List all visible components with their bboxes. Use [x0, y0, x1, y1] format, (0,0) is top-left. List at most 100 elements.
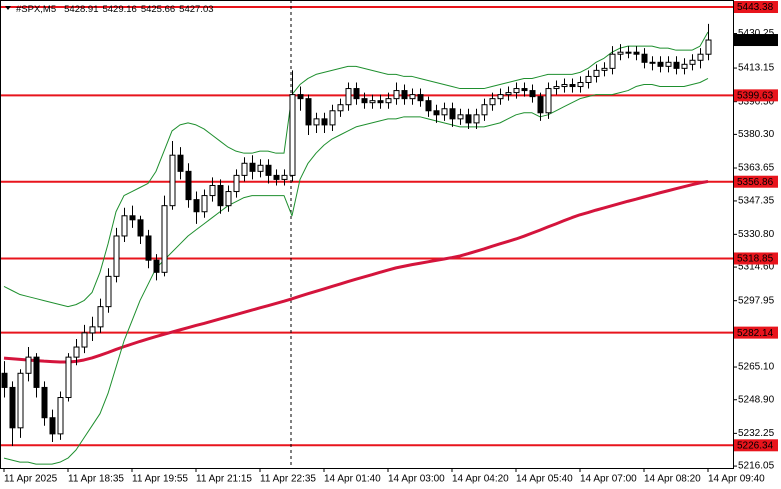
band-upper	[3, 31, 709, 308]
candle-body	[625, 51, 632, 54]
y-tick-label: 5232.25	[738, 428, 775, 439]
candle-body	[41, 386, 48, 419]
header-icon	[5, 6, 11, 10]
candle-body	[153, 259, 160, 273]
y-tick-label: 5363.65	[738, 163, 775, 174]
candle-body	[241, 162, 248, 176]
candle-body	[617, 51, 624, 55]
candle-body	[33, 356, 40, 388]
candle-body	[465, 114, 472, 124]
candle-body	[417, 94, 424, 102]
candle-body	[497, 94, 504, 100]
candle-body	[433, 110, 440, 116]
candle-body	[81, 332, 88, 348]
candle-body	[57, 397, 64, 435]
candle-body	[225, 191, 232, 207]
candle-body	[561, 84, 568, 88]
candle-body	[193, 199, 200, 213]
y-tick-label: 5380.30	[738, 129, 775, 140]
candle-body	[697, 53, 704, 61]
last-price-tag	[734, 34, 778, 47]
candle-body	[705, 39, 712, 55]
header-text: #SPX,M5 5428.91 5429.16 5425.66 5427.03	[16, 4, 214, 15]
moving-average	[3, 179, 709, 364]
candle-body	[633, 51, 640, 55]
candle-body	[641, 53, 648, 63]
candle-body	[265, 164, 272, 176]
last-bar-value: 5427.03	[179, 4, 213, 15]
x-tick-label: 14 Apr 09:40	[708, 474, 765, 485]
level-tag	[734, 252, 778, 265]
candle-body	[329, 110, 336, 126]
last-bar-value: 5425.66	[141, 4, 175, 15]
candle-body	[305, 98, 312, 126]
candle-body	[609, 53, 616, 69]
candle-body	[201, 195, 208, 213]
candle-body	[9, 386, 16, 429]
candle-body	[585, 75, 592, 83]
candle-body	[401, 90, 408, 100]
candle-body	[137, 219, 144, 237]
y-tick-label: 5430.25	[738, 28, 775, 39]
candle-body	[393, 90, 400, 100]
x-tick-label: 14 Apr 08:20	[644, 474, 701, 485]
candle-body	[89, 326, 96, 334]
candle-body	[233, 174, 240, 193]
candle-body	[105, 275, 112, 308]
candle-body	[97, 306, 104, 328]
candle-body	[321, 118, 328, 126]
candle-body	[49, 417, 56, 435]
last-price-label: 5427.03	[737, 35, 774, 46]
candle-body	[537, 96, 544, 114]
price-tags: 5443.38 5399.63 5356.86 5318.85 5282.14 5226.…	[734, 1, 778, 451]
indicators	[3, 31, 709, 465]
candle-body	[481, 104, 488, 116]
candle-body	[425, 100, 432, 112]
candle-body	[545, 88, 552, 114]
y-tick-label: 5314.60	[738, 262, 775, 273]
y-tick-label: 5347.35	[738, 196, 775, 207]
candle-body	[73, 346, 80, 358]
level-label: 5399.63	[737, 90, 774, 101]
candle-body	[129, 215, 136, 221]
candle-body	[473, 114, 480, 124]
x-tick-label: 11 Apr 18:35	[68, 474, 124, 485]
candle-body	[113, 235, 120, 277]
candles	[1, 23, 712, 446]
candle-body	[257, 164, 264, 172]
level-label: 5443.38	[737, 2, 774, 13]
y-tick-label: 5216.05	[738, 461, 775, 472]
candle-body	[337, 104, 344, 112]
candle-body	[249, 162, 256, 172]
candle-body	[649, 61, 656, 64]
candle-body	[145, 235, 152, 261]
candle-body	[65, 356, 72, 399]
level-label: 5282.14	[737, 328, 774, 339]
candle-body	[593, 69, 600, 77]
x-tick-label: 14 Apr 01:40	[324, 474, 381, 485]
x-tick-label: 11 Apr 2025	[4, 474, 58, 485]
candle-body	[169, 154, 176, 207]
candle-body	[25, 356, 32, 374]
x-tick-label: 11 Apr 21:15	[196, 474, 252, 485]
candle-body	[569, 84, 576, 88]
level-tag	[734, 175, 778, 188]
candle-body	[409, 94, 416, 100]
candle-body	[513, 88, 520, 94]
candle-body	[441, 108, 448, 116]
candle-body	[209, 184, 216, 197]
last-bar-value: 5428.91	[64, 4, 98, 15]
candle-body	[529, 90, 536, 98]
candle-body	[1, 372, 8, 388]
candle-body	[361, 98, 368, 104]
candle-body	[449, 108, 456, 120]
candle-body	[281, 174, 288, 180]
y-tick-label: 5248.90	[738, 394, 775, 405]
candle-body	[161, 205, 168, 273]
y-tick-label: 5330.80	[738, 229, 775, 240]
candle-body	[457, 114, 464, 120]
candle-body	[673, 61, 680, 69]
candle-body	[369, 100, 376, 104]
candle-body	[553, 86, 560, 90]
x-tick-label: 11 Apr 22:35	[260, 474, 316, 485]
